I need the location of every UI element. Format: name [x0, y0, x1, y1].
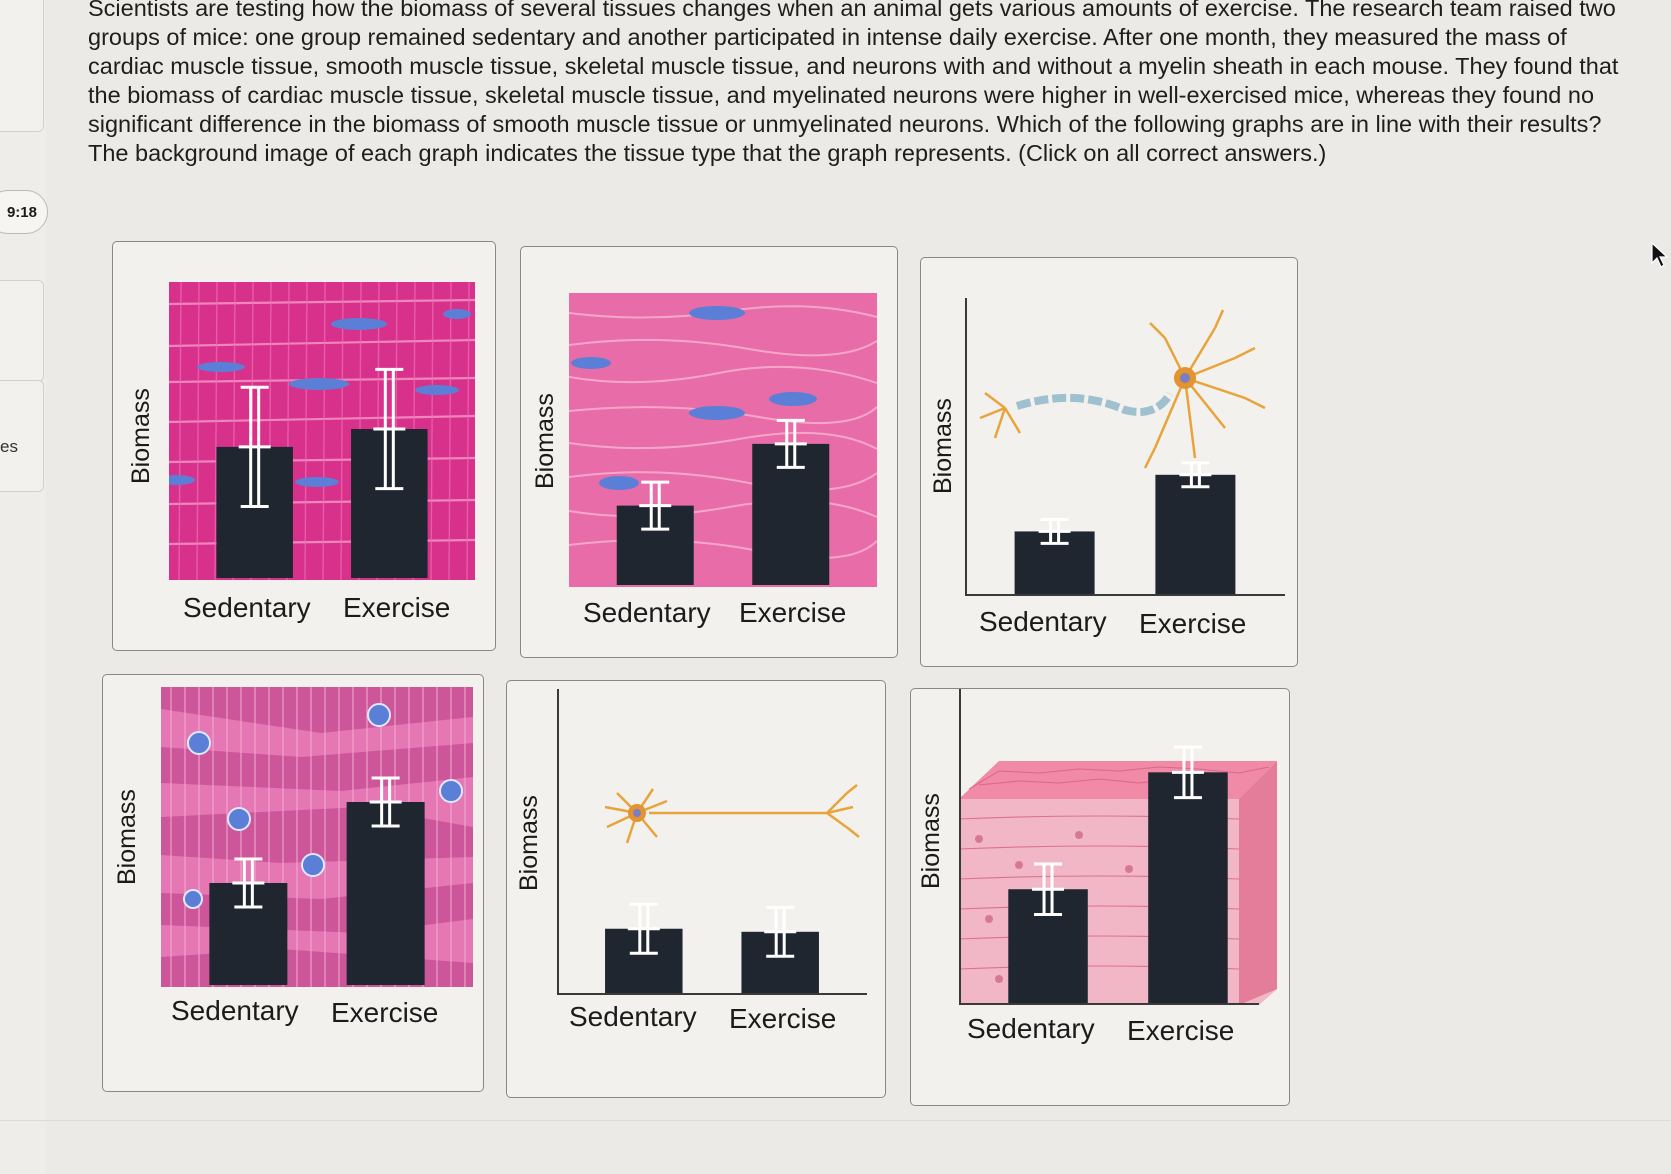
bar-sedentary	[1008, 889, 1088, 1003]
bar-chart	[1014, 461, 1236, 594]
bar-sedentary	[616, 505, 694, 585]
y-axis-label: Biomass	[113, 789, 141, 885]
y-axis-line	[965, 298, 967, 596]
y-axis-label: Biomass	[531, 393, 559, 489]
plot-area	[169, 282, 475, 580]
error-bar-sedentary	[627, 902, 660, 955]
graph-option-unmyelinated-neuron[interactable]: Biomass Sedentary Exercise	[506, 680, 886, 1098]
question-text: Scientists are testing how the biomass o…	[88, 0, 1619, 166]
mouse-cursor-icon	[1651, 241, 1669, 268]
page-divider	[0, 1120, 1671, 1121]
bar-chart	[616, 418, 830, 585]
timer-badge: 9:18	[0, 190, 48, 234]
y-axis-line	[557, 689, 559, 995]
y-axis-label: Biomass	[127, 388, 155, 484]
error-bar-sedentary	[238, 385, 271, 508]
graph-option-smooth-muscle[interactable]: Biomass Sedentary Exercise	[520, 246, 898, 658]
graph-option-epithelial-tissue[interactable]: Biomass Sedentary Exercise	[910, 688, 1290, 1106]
plot-area	[959, 689, 1277, 1005]
bar-chart	[216, 367, 428, 578]
x-label-sedentary: Sedentary	[171, 995, 299, 1026]
error-bar-exercise	[373, 367, 406, 491]
x-axis-line	[965, 594, 1285, 596]
x-label-exercise: Exercise	[739, 597, 847, 628]
y-axis-label: Biomass	[917, 793, 945, 889]
bar-chart	[1008, 745, 1228, 1003]
x-label-exercise: Exercise	[1139, 608, 1247, 639]
y-axis-label: Biomass	[929, 398, 957, 494]
plot-area	[161, 687, 473, 987]
bar-sedentary	[216, 446, 293, 578]
bar-exercise	[752, 443, 830, 585]
bar-exercise	[1155, 474, 1236, 594]
sidebar-panel-lower	[0, 380, 44, 492]
y-axis-line	[959, 689, 961, 1005]
x-label-sedentary: Sedentary	[569, 1001, 697, 1032]
x-label-sedentary: Sedentary	[979, 606, 1107, 637]
error-bar-sedentary	[639, 480, 672, 531]
plot-area	[557, 689, 867, 995]
myelinated-neuron-illustration	[979, 309, 1266, 469]
plot-area	[965, 298, 1285, 596]
error-bar-exercise	[1171, 745, 1204, 800]
y-axis-label: Biomass	[515, 795, 543, 891]
bar-exercise	[741, 931, 819, 993]
bar-exercise	[351, 429, 428, 578]
bar-chart	[605, 902, 819, 993]
sidebar-panel-top	[0, 0, 44, 132]
bar-chart	[209, 776, 425, 985]
plot-area	[569, 293, 877, 587]
error-bar-exercise	[764, 905, 797, 958]
error-bar-sedentary	[1032, 862, 1065, 917]
x-label-exercise: Exercise	[331, 997, 439, 1028]
error-bar-exercise	[369, 776, 402, 828]
unmyelinated-neuron-illustration	[604, 784, 860, 844]
bar-sedentary	[1014, 531, 1095, 594]
error-bar-sedentary	[1038, 518, 1071, 545]
bar-exercise	[1148, 772, 1228, 1003]
graph-option-cardiac-muscle[interactable]: Biomass	[102, 674, 484, 1092]
bar-sedentary	[605, 928, 683, 993]
error-bar-sedentary	[232, 857, 265, 909]
x-label-sedentary: Sedentary	[967, 1013, 1095, 1044]
bar-exercise	[346, 802, 425, 985]
x-label-sedentary: Sedentary	[183, 592, 311, 623]
error-bar-exercise	[774, 418, 807, 469]
x-label-sedentary: Sedentary	[583, 597, 711, 628]
error-bar-exercise	[1179, 461, 1212, 489]
x-axis-line	[557, 993, 867, 995]
bar-sedentary	[209, 883, 288, 985]
x-label-exercise: Exercise	[729, 1003, 837, 1034]
left-sidebar-strip	[0, 0, 46, 1174]
x-axis-line	[959, 1003, 1259, 1005]
x-label-exercise: Exercise	[1127, 1015, 1235, 1046]
sidebar-panel-mid	[0, 280, 44, 382]
sidebar-partial-label: es	[0, 437, 18, 456]
graph-option-myelinated-neuron[interactable]: Biomass Sedentary Exercise	[920, 257, 1298, 667]
x-label-exercise: Exercise	[343, 592, 451, 623]
graph-option-skeletal-muscle[interactable]: Biomass Sedentary Exercise	[112, 241, 496, 651]
